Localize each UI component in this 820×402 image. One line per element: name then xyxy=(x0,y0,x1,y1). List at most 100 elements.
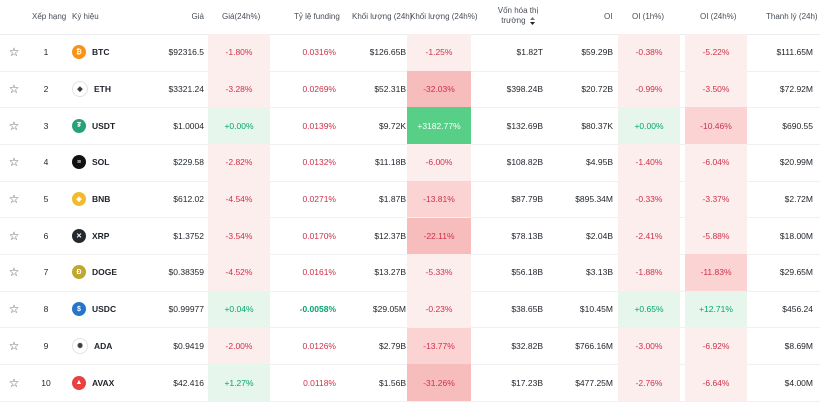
table-row[interactable]: ☆ 6 ✕ XRP $1.3752 -3.54% 0.0170% $12.37B… xyxy=(0,217,820,255)
symbol-link[interactable]: ≡ SOL xyxy=(72,144,172,181)
header-rank[interactable]: Xếp hạng xyxy=(32,12,67,21)
table-row[interactable]: ☆ 7 Ð DOGE $0.38359 -4.52% 0.0161% $13.2… xyxy=(0,254,820,292)
funding-rate-value: 0.0316% xyxy=(302,47,336,58)
table-row[interactable]: ☆ 10 ▲ AVAX $42.416 +1.27% 0.0118% $1.56… xyxy=(0,364,820,402)
rank-value: 1 xyxy=(43,47,49,58)
table-row[interactable]: ☆ 2 ◆ ETH $3321.24 -3.28% 0.0269% $52.31… xyxy=(0,70,820,109)
symbol-label: BNB xyxy=(92,194,111,205)
favorite-star-icon[interactable]: ☆ xyxy=(8,302,20,317)
header-symbol[interactable]: Ký hiệu xyxy=(72,12,99,21)
symbol-link[interactable]: ◈ BNB xyxy=(72,181,172,218)
market-cap-value: $78.13B xyxy=(511,230,543,241)
rank-value: 10 xyxy=(41,377,51,388)
symbol-link[interactable]: Ð DOGE xyxy=(72,254,172,291)
rank-value: 7 xyxy=(43,267,49,278)
header-funding-rate[interactable]: Tỷ lệ funding xyxy=(294,12,340,21)
oi-1h-value: +0.65% xyxy=(634,304,664,315)
heat-cell-bg xyxy=(208,107,270,144)
symbol-label: USDT xyxy=(92,120,116,131)
volume-value: $126.65B xyxy=(369,47,406,58)
rank-value: 5 xyxy=(43,194,49,205)
oi-value: $20.72B xyxy=(581,83,613,94)
liquidation-value: $18.00M xyxy=(779,230,813,241)
market-cap-value: $108.82B xyxy=(506,157,543,168)
oi-value: $3.13B xyxy=(586,267,613,278)
header-price[interactable]: Giá xyxy=(191,12,204,21)
tether-icon: ₮ xyxy=(72,118,86,133)
price-value: $3321.24 xyxy=(168,83,204,94)
table-row[interactable]: ☆ 5 ◈ BNB $612.02 -4.54% 0.0271% $1.87B … xyxy=(0,180,820,219)
oi-1h-value: -0.33% xyxy=(635,194,663,205)
symbol-link[interactable]: ₮ USDT xyxy=(72,107,172,144)
heat-cell-bg xyxy=(685,290,747,328)
table-row[interactable]: ☆ 8 $ USDC $0.99977 +0.04% -0.0058% $29.… xyxy=(0,290,820,329)
table-row[interactable]: ☆ 4 ≡ SOL $229.58 -2.82% 0.0132% $11.18B… xyxy=(0,144,820,182)
sort-icon[interactable] xyxy=(529,16,535,25)
heat-cell-bg xyxy=(618,107,680,144)
heat-cell-bg xyxy=(407,290,471,328)
volume-change-value: -1.25% xyxy=(425,47,453,58)
table-row[interactable]: ☆ 3 ₮ USDT $1.0004 +0.00% 0.0139% $9.72K… xyxy=(0,107,820,145)
heat-cell-bg xyxy=(618,144,680,181)
header-market-cap-line2: trường xyxy=(501,16,526,25)
market-cap-value: $17.23B xyxy=(511,377,543,388)
favorite-star-icon[interactable]: ☆ xyxy=(8,45,20,60)
oi-24h-value: -11.83% xyxy=(700,267,732,278)
volume-change-value: +3182.77% xyxy=(417,120,461,131)
header-price-change[interactable]: Giá(24h%) xyxy=(222,12,261,21)
favorite-star-icon[interactable]: ☆ xyxy=(8,118,20,133)
oi-24h-value: -6.04% xyxy=(702,157,730,168)
volume-change-value: -22.11% xyxy=(423,230,455,241)
bitcoin-icon: ₿ xyxy=(72,45,86,60)
heat-cell-bg xyxy=(685,107,747,144)
heat-cell-bg xyxy=(407,107,471,144)
price-change-value: -3.28% xyxy=(225,83,253,94)
bnb-icon: ◈ xyxy=(72,192,86,207)
favorite-star-icon[interactable]: ☆ xyxy=(8,265,20,280)
oi-1h-value: -2.76% xyxy=(635,377,663,388)
funding-rate-value: 0.0118% xyxy=(303,377,336,388)
symbol-label: BTC xyxy=(92,47,110,58)
header-volume-change[interactable]: Khối lượng (24h%) xyxy=(410,12,478,21)
heat-cell-bg xyxy=(407,364,471,401)
rank-value: 6 xyxy=(43,230,49,241)
favorite-star-icon[interactable]: ☆ xyxy=(8,155,20,170)
oi-value: $2.04B xyxy=(586,230,613,241)
usdc-icon: $ xyxy=(72,302,86,317)
volume-value: $29.05M xyxy=(372,304,406,315)
table-row[interactable]: ☆ 1 ₿ BTC $92316.5 -1.80% 0.0316% $126.6… xyxy=(0,34,820,72)
symbol-link[interactable]: $ USDC xyxy=(72,291,172,328)
symbol-label: XRP xyxy=(92,230,110,241)
heat-cell-bg xyxy=(685,70,747,108)
header-volume[interactable]: Khối lượng (24h) xyxy=(352,12,413,21)
favorite-star-icon[interactable]: ☆ xyxy=(8,375,20,390)
header-liquidation[interactable]: Thanh lý (24h) xyxy=(766,12,818,21)
favorite-star-icon[interactable]: ☆ xyxy=(8,228,20,243)
volume-change-value: -0.23% xyxy=(425,304,453,315)
favorite-star-icon[interactable]: ☆ xyxy=(8,81,20,96)
table-row[interactable]: ☆ 9 ✺ ADA $0.9419 -2.00% 0.0126% $2.79B … xyxy=(0,327,820,366)
volume-value: $11.18B xyxy=(374,157,406,168)
price-change-value: -4.54% xyxy=(225,194,253,205)
symbol-label: SOL xyxy=(92,157,110,168)
price-change-value: -2.82% xyxy=(225,157,253,168)
header-market-cap[interactable]: Vốn hóa thị trường xyxy=(497,6,539,26)
symbol-link[interactable]: ₿ BTC xyxy=(72,34,172,71)
favorite-star-icon[interactable]: ☆ xyxy=(8,192,20,207)
header-oi[interactable]: OI xyxy=(604,12,613,21)
price-change-value: -1.80% xyxy=(225,47,253,58)
ethereum-icon: ◆ xyxy=(72,80,88,97)
funding-rate-value: 0.0132% xyxy=(302,157,336,168)
favorite-star-icon[interactable]: ☆ xyxy=(8,338,20,353)
symbol-link[interactable]: ◆ ETH xyxy=(72,71,172,108)
symbol-link[interactable]: ▲ AVAX xyxy=(72,364,172,401)
volume-change-value: -31.26% xyxy=(423,377,455,388)
oi-24h-value: -5.88% xyxy=(702,230,730,241)
symbol-link[interactable]: ✺ ADA xyxy=(72,328,172,365)
header-oi-24h[interactable]: OI (24h%) xyxy=(700,12,737,21)
header-oi-1h[interactable]: OI (1h%) xyxy=(632,12,665,21)
price-value: $1.0004 xyxy=(173,120,204,131)
symbol-link[interactable]: ✕ XRP xyxy=(72,218,172,255)
heat-cell-bg xyxy=(618,327,680,365)
